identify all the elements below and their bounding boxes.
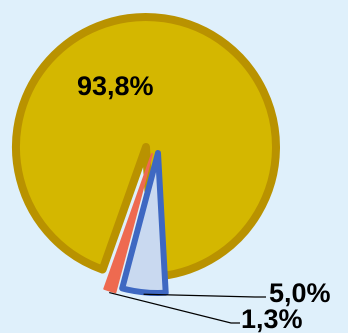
leader-lines (109, 291, 266, 324)
slice-5-0 (119, 150, 169, 296)
data-label-1-3: 1,3% (241, 304, 303, 333)
pie-slices (12, 13, 280, 296)
data-labels: 93,8% 5,0% 1,3% (77, 71, 331, 333)
slice-93-8 (12, 13, 280, 281)
data-label-93-8: 93,8% (77, 71, 154, 101)
data-label-5-0: 5,0% (269, 278, 331, 308)
leader-line-5-0 (143, 293, 266, 298)
slice-1-3 (103, 153, 153, 294)
leader-line-1-3 (109, 291, 240, 324)
